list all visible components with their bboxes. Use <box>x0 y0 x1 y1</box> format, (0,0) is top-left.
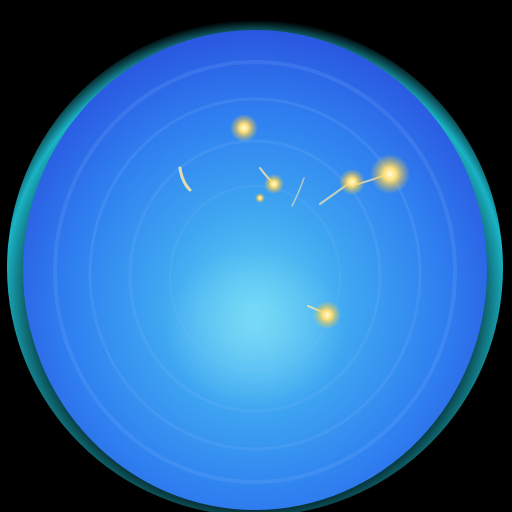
sparkle <box>255 193 265 203</box>
sparkle <box>313 301 341 329</box>
sparkle <box>339 169 365 195</box>
sparkle <box>370 154 410 194</box>
sparkles <box>230 114 410 329</box>
sparkle-trail <box>291 177 305 207</box>
sparkle-trail <box>178 166 192 192</box>
sparkle <box>264 174 284 194</box>
sparkle <box>230 114 258 142</box>
orb-inner-light <box>165 250 345 410</box>
